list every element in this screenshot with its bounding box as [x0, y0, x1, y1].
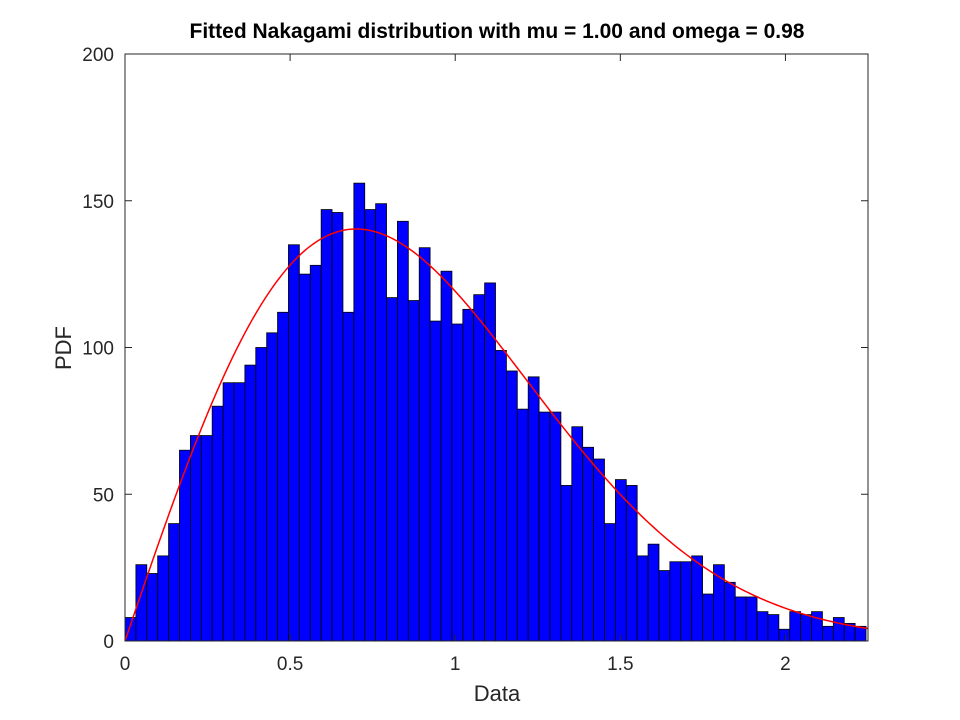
histogram-bar: [604, 523, 616, 642]
histogram-bar: [320, 209, 333, 642]
histogram-bar: [288, 244, 300, 642]
histogram-bar: [636, 555, 649, 642]
histogram-bar: [778, 628, 791, 642]
histogram-bar: [266, 332, 278, 642]
histogram-bar: [233, 382, 246, 642]
histogram-bar: [429, 320, 442, 642]
y-axis-label: PDF: [51, 326, 76, 370]
histogram-bar: [506, 370, 518, 642]
histogram-bar: [767, 614, 780, 642]
histogram-bar: [364, 209, 377, 642]
x-tick-labels: 0 0.5 1 1.5 2: [120, 654, 791, 675]
histogram-bar: [538, 411, 551, 642]
histogram-bar: [462, 308, 475, 642]
histogram-bar: [571, 426, 584, 642]
histogram-bar: [342, 311, 355, 642]
histogram-bar: [298, 273, 311, 642]
histogram-bar: [811, 611, 823, 642]
y-tick-label: 200: [82, 45, 114, 66]
histogram-bar: [244, 364, 257, 642]
histogram-bar: [723, 581, 736, 642]
histogram-bar: [168, 523, 180, 642]
histogram-bar: [451, 323, 464, 642]
histogram-bar: [157, 555, 169, 642]
x-tick-label: 2: [780, 654, 791, 675]
histogram-bar: [200, 435, 213, 642]
x-tick-label: 0.5: [277, 654, 303, 675]
histogram-bar: [440, 270, 453, 642]
histogram-bar: [495, 350, 507, 642]
histogram-bar: [625, 485, 638, 642]
histogram-bar: [222, 382, 235, 642]
histogram-bar: [331, 212, 344, 642]
plot-frame: [124, 53, 869, 642]
histogram-bar: [756, 611, 769, 642]
histogram-bar: [418, 247, 431, 642]
y-tick-label: 100: [82, 339, 114, 360]
histogram-bar: [473, 294, 486, 642]
histogram-bar: [386, 297, 398, 642]
y-tick-label: 50: [93, 485, 114, 506]
histogram-bar: [211, 405, 224, 642]
histogram-bar: [146, 573, 159, 642]
histogram-bar: [593, 458, 605, 642]
histogram-bar: [734, 596, 747, 642]
plot-area: [124, 53, 869, 642]
histogram-bar: [691, 555, 703, 642]
histogram-bar: [516, 408, 529, 642]
y-tick-label: 0: [103, 632, 114, 653]
histogram-bar: [549, 411, 562, 642]
histogram-bar: [789, 611, 802, 642]
y-tick-label: 150: [82, 192, 114, 213]
histogram-bar: [745, 596, 758, 642]
histogram-bar: [669, 561, 682, 642]
x-tick-label: 1.5: [607, 654, 633, 675]
x-axis-label: Data: [474, 681, 521, 706]
histogram-bar: [647, 543, 660, 642]
histogram-bar: [614, 479, 627, 642]
histogram-bar: [560, 485, 573, 642]
histogram-bar: [375, 203, 387, 642]
histogram-bar: [407, 300, 420, 642]
histogram-bar: [680, 561, 693, 642]
histogram-bar: [309, 264, 322, 642]
histogram-bar: [353, 182, 366, 642]
histogram-bar: [658, 570, 671, 642]
histogram-bar: [255, 347, 268, 642]
histogram-bar: [397, 220, 409, 642]
histogram-bar: [800, 614, 812, 642]
histogram-bar: [702, 593, 714, 642]
y-tick-labels: 0 50 100 150 200: [82, 45, 114, 653]
histogram-bar: [832, 617, 845, 642]
histogram-bar: [189, 435, 202, 642]
histogram-bar: [277, 311, 289, 642]
fit-curve: [124, 228, 869, 642]
chart-title: Fitted Nakagami distribution with mu = 1…: [190, 20, 805, 43]
histogram-bar: [527, 376, 540, 642]
histogram-bar: [582, 446, 594, 642]
x-tick-label: 0: [120, 654, 131, 675]
x-tick-label: 1: [450, 654, 461, 675]
histogram-bar: [822, 625, 834, 642]
